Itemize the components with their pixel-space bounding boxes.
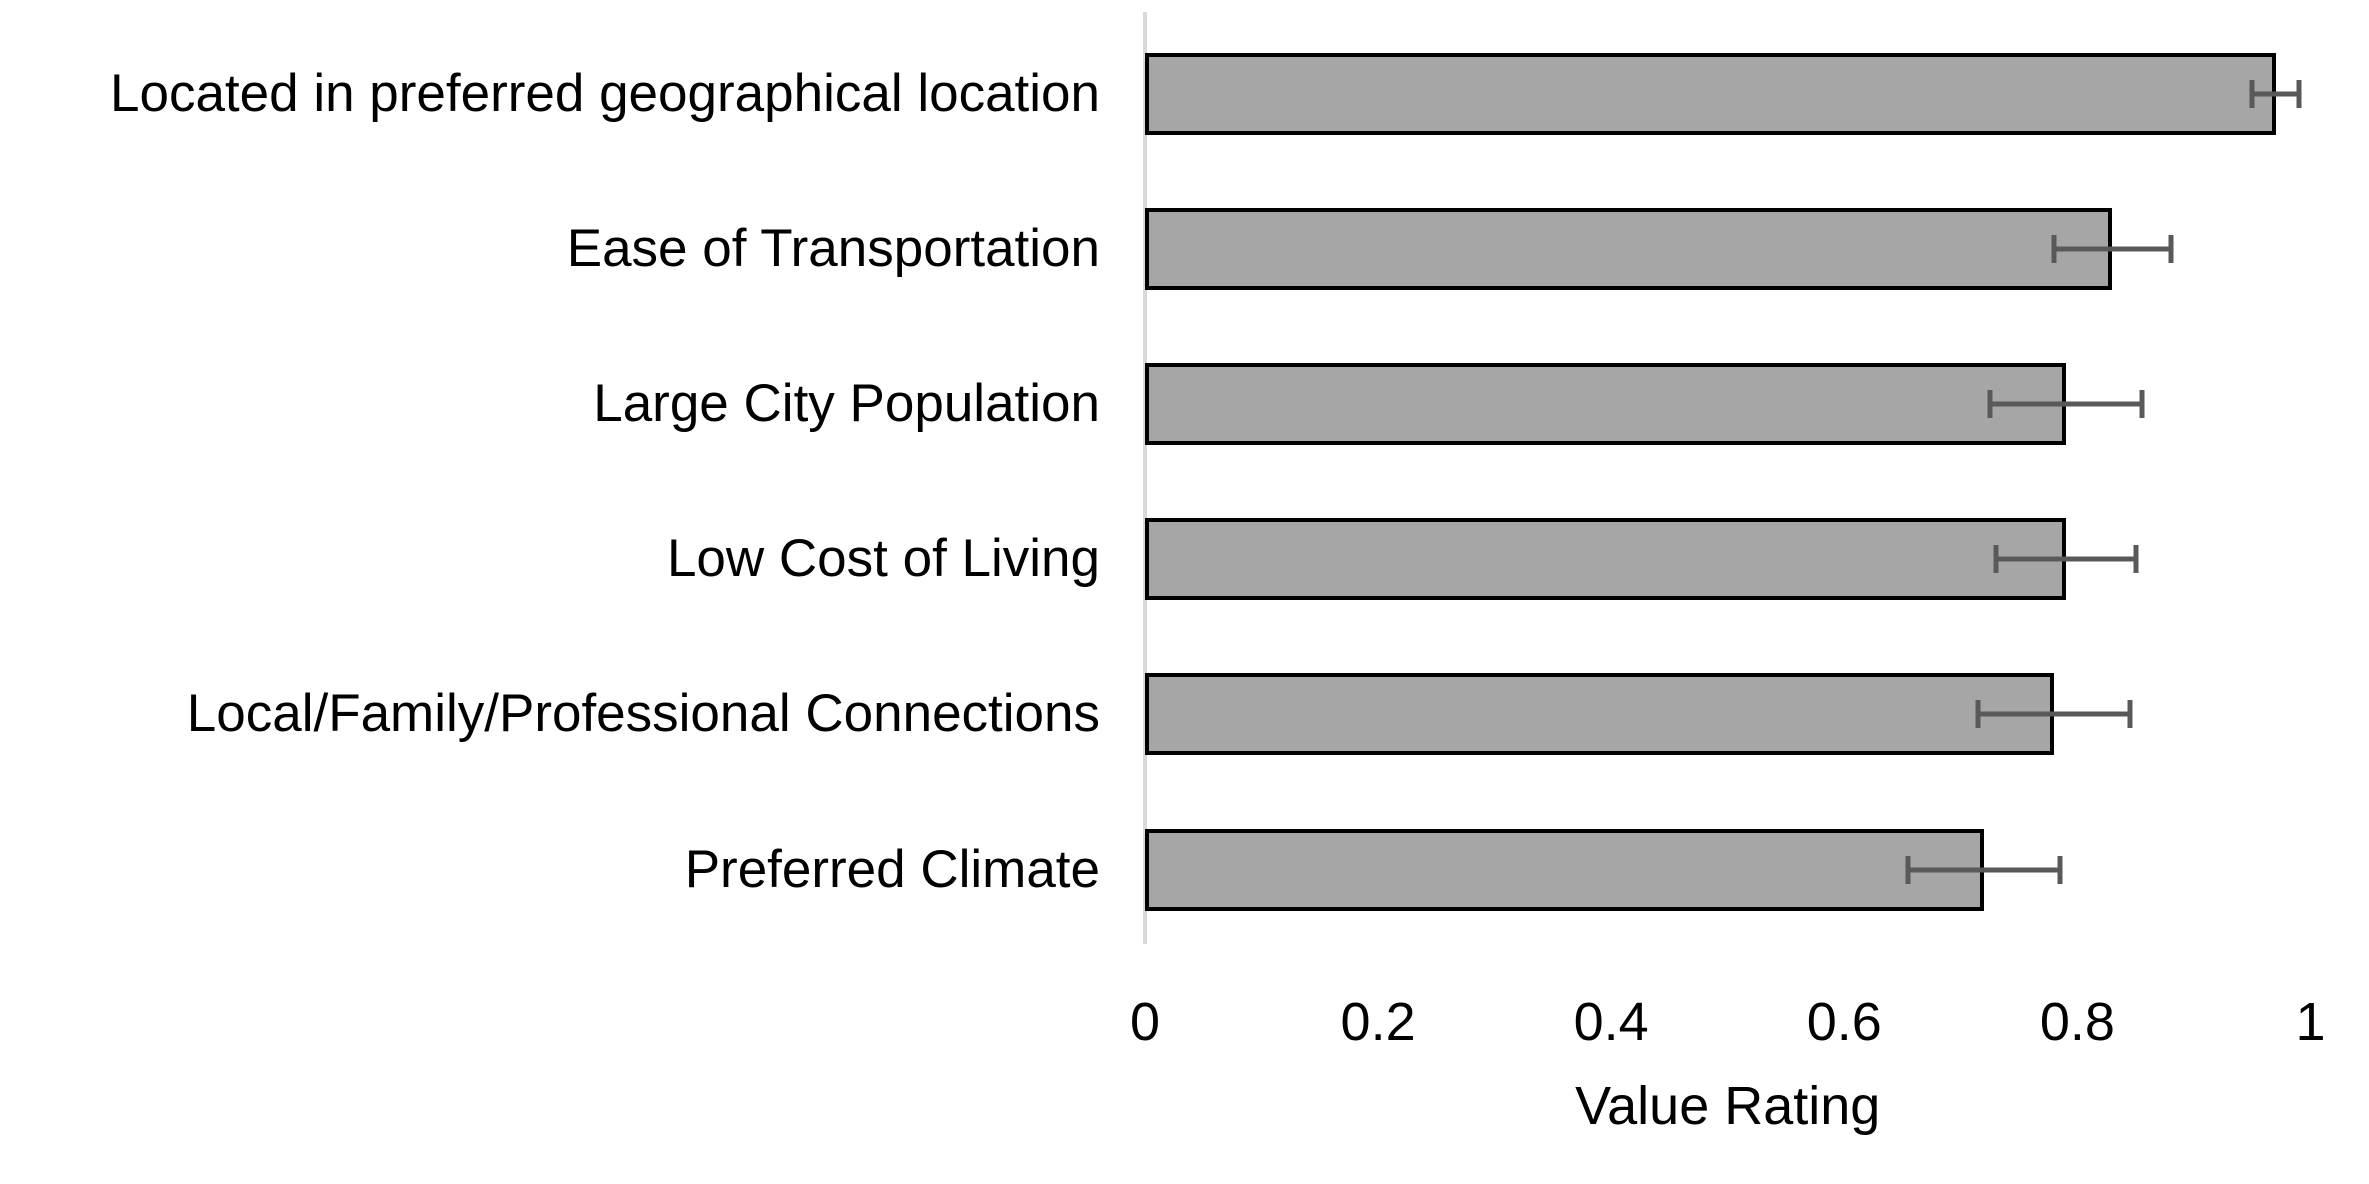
error-bar-cap [2249, 80, 2255, 108]
bar [1145, 518, 2066, 601]
x-tick-label: 1 [2295, 992, 2326, 1052]
y-axis-baseline [1143, 12, 1147, 944]
x-axis-title: Value Rating [1575, 1076, 1881, 1136]
error-bar [1989, 401, 2142, 407]
error-bar [1995, 556, 2136, 562]
bar [1145, 828, 1985, 911]
error-bar-cap [2168, 235, 2174, 264]
category-label: Local/Family/Professional Connections [186, 684, 1100, 744]
bar [1145, 53, 2276, 135]
error-bar-cap [2051, 235, 2057, 264]
x-tick-label: 0.8 [2039, 992, 2115, 1052]
error-bar-cap [2133, 545, 2139, 574]
error-bar [1978, 711, 2130, 717]
category-label: Large City Population [593, 374, 1100, 434]
category-label: Preferred Climate [684, 839, 1100, 899]
x-tick-label: 0.4 [1573, 992, 1649, 1052]
error-bar [2252, 91, 2299, 97]
x-tick-label: 0.2 [1340, 992, 1416, 1052]
category-label: Low Cost of Living [666, 529, 1100, 589]
bar [1145, 363, 2066, 446]
x-tick-label: 0.6 [1806, 992, 1882, 1052]
error-bar-cap [2139, 390, 2144, 419]
error-bar-cap [1987, 390, 1993, 419]
error-bar-cap [1975, 700, 1981, 729]
category-label: Located in preferred geographical locati… [110, 64, 1100, 123]
error-bar-cap [1993, 545, 1999, 574]
error-bar-cap [1905, 855, 1911, 884]
bar [1145, 208, 2113, 291]
error-bar-cap [2127, 700, 2133, 729]
error-bar-cap [2296, 80, 2302, 108]
category-label: Ease of Transportation [566, 219, 1100, 279]
bar [1145, 673, 2055, 756]
error-bar-cap [2057, 855, 2063, 884]
error-bar [1908, 867, 2060, 872]
x-tick-label: 0 [1129, 992, 1161, 1052]
error-bar [2054, 246, 2171, 252]
